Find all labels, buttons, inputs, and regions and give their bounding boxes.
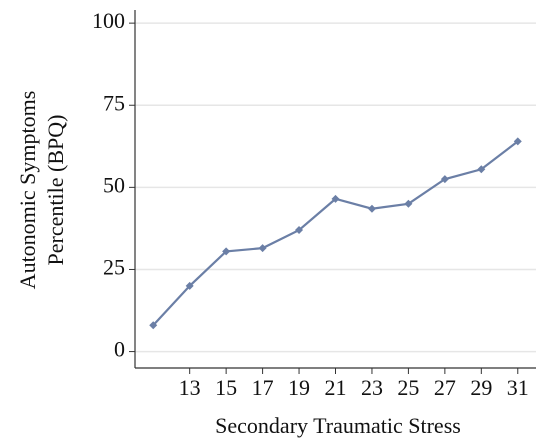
- data-point: [258, 244, 267, 253]
- x-tick-label: 21: [325, 375, 347, 400]
- x-tick-label: 15: [215, 375, 237, 400]
- data-point: [331, 194, 340, 203]
- data-point: [367, 204, 376, 213]
- data-point: [477, 165, 486, 174]
- x-tick-label: 23: [361, 375, 383, 400]
- data-point: [404, 199, 413, 208]
- x-axis-title: Secondary Traumatic Stress: [215, 413, 461, 438]
- data-line: [152, 140, 519, 327]
- data-point: [185, 281, 194, 290]
- x-tick-label: 17: [252, 375, 274, 400]
- y-tick-label: 50: [103, 172, 125, 197]
- x-tick-label: 27: [434, 375, 456, 400]
- y-axis-title: Autonomic Symptoms: [15, 91, 40, 290]
- data-point: [222, 247, 231, 256]
- y-tick-label: 100: [92, 8, 125, 33]
- data-point: [440, 175, 449, 184]
- data-point: [149, 321, 158, 330]
- x-tick-label: 29: [470, 375, 492, 400]
- x-tick-label: 19: [288, 375, 310, 400]
- data-point: [513, 137, 522, 146]
- x-tick-label: 13: [179, 375, 201, 400]
- y-tick-label: 0: [114, 337, 125, 362]
- data-point: [295, 226, 304, 235]
- y-axis-title: Percentile (BPQ): [43, 115, 68, 266]
- x-tick-label: 25: [397, 375, 419, 400]
- y-tick-label: 25: [103, 255, 125, 280]
- x-tick-label: 31: [507, 375, 529, 400]
- y-tick-label: 75: [103, 90, 125, 115]
